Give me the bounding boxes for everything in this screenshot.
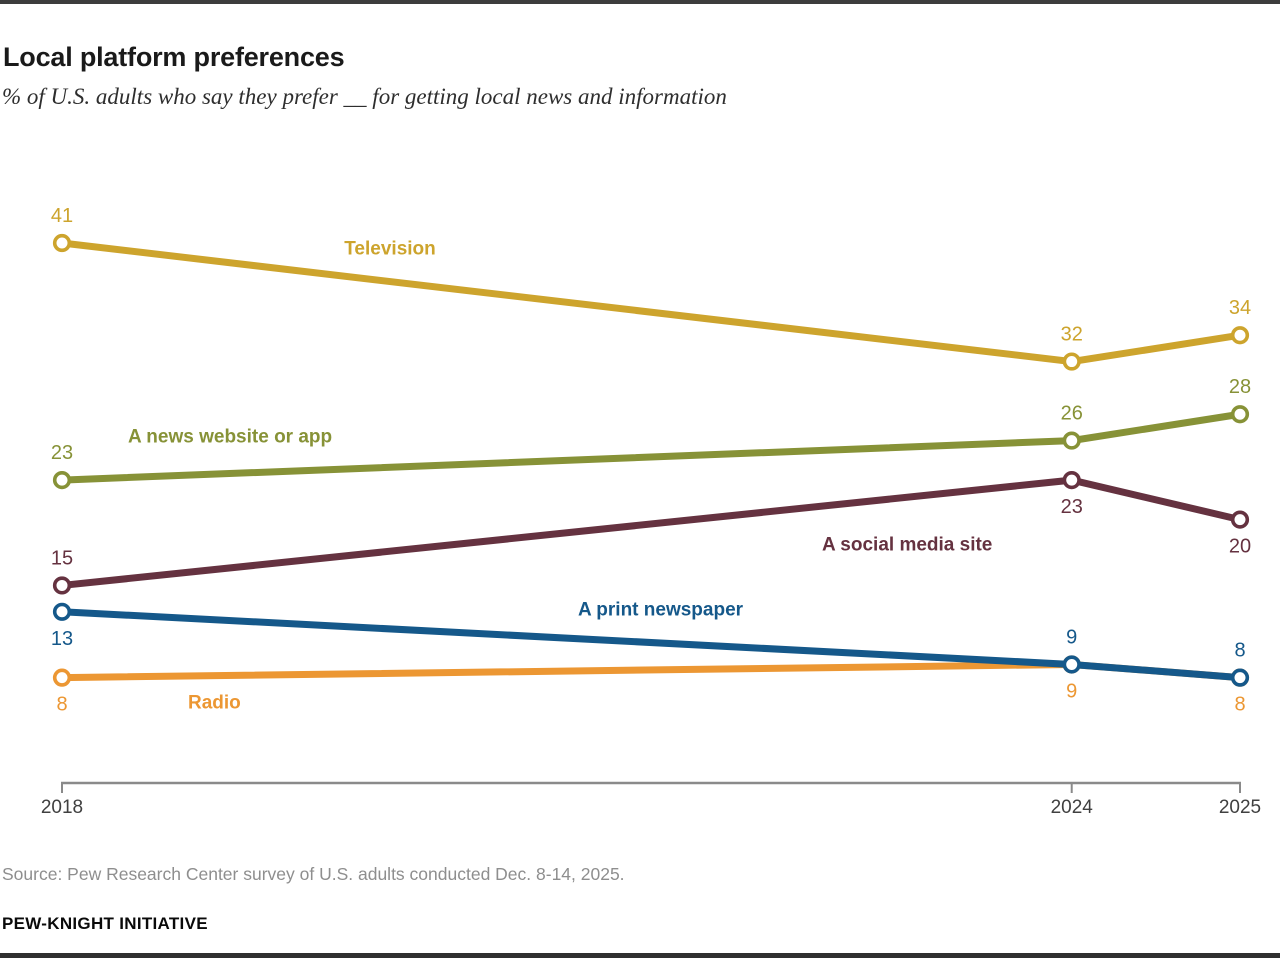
point-value-label: 41: [51, 205, 73, 227]
data-point-marker: [1062, 470, 1081, 490]
series-label-television: Television: [344, 239, 436, 260]
x-axis-tick-label: 2018: [41, 797, 83, 818]
data-point-marker: [1230, 510, 1250, 529]
series-label-a-print-newspaper: A print newspaper: [578, 600, 744, 621]
point-value-label: 8: [56, 694, 67, 716]
series-a-print-newspaper: 13 9 8 A print newspaper: [51, 600, 1250, 687]
point-value-label: 34: [1229, 297, 1251, 319]
data-point-marker: [52, 576, 72, 595]
series-label-a-social-media-site: A social media site: [822, 535, 992, 556]
point-value-label: 8: [1234, 694, 1245, 716]
data-point-marker: [1062, 655, 1081, 674]
series-television: 41 32 34 Television: [51, 205, 1251, 371]
brand-label: PEW-KNIGHT INITIATIVE: [2, 914, 208, 933]
top-divider-bar: [0, 0, 1280, 4]
point-value-label: 23: [1061, 496, 1083, 518]
point-value-label: 8: [1234, 640, 1245, 662]
data-point-marker: [52, 602, 72, 621]
point-value-label: 13: [51, 628, 73, 650]
point-value-label: 28: [1229, 376, 1251, 398]
line-chart: 2018 2024 2025 8 9 8 Radio 13 9 8 A print newspape…: [41, 205, 1261, 818]
x-axis: 2018 2024 2025: [41, 781, 1261, 818]
chart-subtitle: % of U.S. adults who say they prefer __ …: [2, 84, 727, 109]
data-point-marker: [52, 470, 72, 490]
series-label-radio: Radio: [188, 693, 241, 714]
series-a-news-website-or-app: 23 26 28 A news website or app: [51, 376, 1251, 490]
point-value-label: 15: [51, 547, 73, 569]
data-point-marker: [1230, 405, 1250, 424]
x-axis-tick-label: 2024: [1051, 797, 1094, 818]
page-title: Local platform preferences: [3, 42, 345, 73]
data-point-marker: [1230, 326, 1250, 345]
data-point-marker: [1230, 668, 1250, 687]
point-value-label: 20: [1229, 536, 1251, 558]
data-point-marker: [1062, 431, 1081, 450]
bottom-divider-bar: [0, 953, 1280, 958]
point-value-label: 23: [51, 442, 73, 464]
series-a-social-media-site: 15 23 20 A social media site: [51, 470, 1251, 595]
point-value-label: 9: [1066, 680, 1077, 702]
data-point-marker: [52, 233, 72, 253]
point-value-label: 9: [1066, 626, 1077, 648]
point-value-label: 32: [1061, 324, 1083, 346]
data-point-marker: [52, 668, 72, 687]
point-value-label: 26: [1061, 403, 1083, 425]
source-note: Source: Pew Research Center survey of U.…: [2, 864, 625, 884]
data-point-marker: [1062, 352, 1081, 371]
series-label-a-news-website-or-app: A news website or app: [128, 427, 332, 448]
x-axis-tick-label: 2025: [1219, 797, 1261, 818]
